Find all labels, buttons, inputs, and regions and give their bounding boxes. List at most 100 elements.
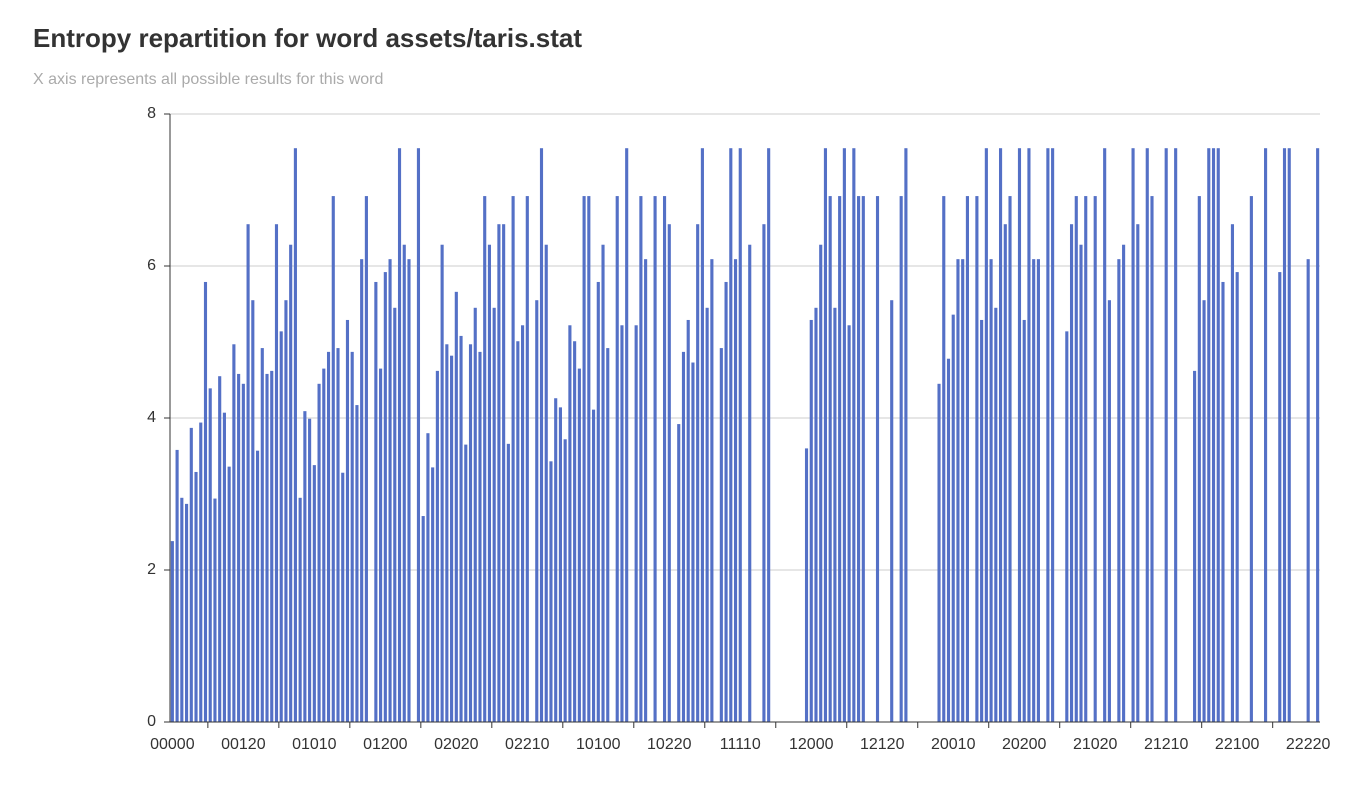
- bar: [686, 319, 690, 722]
- bar: [241, 383, 245, 722]
- x-tick-label: 12120: [860, 736, 905, 753]
- bar: [1249, 196, 1253, 722]
- bar: [582, 196, 586, 722]
- bar: [293, 148, 297, 722]
- bar: [639, 196, 643, 722]
- bar: [984, 148, 988, 722]
- bar: [1051, 148, 1055, 722]
- bar: [719, 348, 723, 722]
- bar: [459, 335, 463, 722]
- chart-title: Entropy repartition for word assets/tari…: [33, 23, 582, 53]
- bar: [1174, 148, 1178, 722]
- bar: [975, 196, 979, 722]
- bar: [980, 319, 984, 722]
- bar: [994, 307, 998, 722]
- bar: [416, 148, 421, 722]
- bar: [525, 196, 529, 722]
- bar: [379, 368, 383, 722]
- bar: [1164, 148, 1168, 722]
- y-tick-label: 8: [147, 105, 156, 122]
- bar: [1008, 196, 1012, 722]
- bar: [875, 196, 880, 722]
- bar: [1032, 259, 1036, 722]
- bar: [942, 196, 946, 722]
- bar: [620, 325, 624, 722]
- y-tick-label: 2: [147, 561, 156, 578]
- bar: [587, 196, 591, 722]
- bar: [270, 370, 274, 722]
- bar: [450, 355, 454, 722]
- bar: [662, 196, 667, 722]
- bar: [653, 196, 657, 722]
- bar: [431, 467, 435, 722]
- x-tick-label: 02020: [434, 736, 479, 753]
- bar: [222, 412, 226, 722]
- bar: [890, 300, 894, 722]
- bar: [1084, 196, 1088, 722]
- y-tick-label: 6: [147, 257, 156, 274]
- bar: [823, 148, 828, 722]
- bar: [705, 307, 709, 722]
- bar: [1117, 259, 1121, 722]
- bar: [814, 307, 818, 722]
- bar: [965, 196, 969, 722]
- bar: [738, 148, 742, 722]
- bar: [847, 325, 851, 722]
- bar: [440, 244, 444, 722]
- bar: [809, 319, 813, 722]
- bar: [1069, 224, 1074, 722]
- bar: [260, 348, 264, 722]
- x-tick-label: 10220: [647, 736, 692, 753]
- bar: [1216, 148, 1220, 722]
- bar: [861, 196, 865, 722]
- bar: [644, 259, 648, 722]
- bar: [185, 503, 189, 722]
- bar: [464, 444, 468, 722]
- bar: [1150, 196, 1154, 722]
- chart-subtitle: X axis represents all possible results f…: [33, 71, 383, 88]
- bar: [842, 148, 846, 722]
- x-tick-label: 00000: [150, 736, 195, 753]
- bar: [1122, 244, 1126, 722]
- x-tick-label: 00120: [221, 736, 266, 753]
- bar: [303, 411, 307, 722]
- bar: [189, 427, 193, 722]
- bar: [937, 383, 941, 722]
- bar: [516, 341, 520, 722]
- bar: [492, 307, 496, 722]
- bar: [279, 331, 283, 722]
- bar: [615, 196, 619, 722]
- x-tick-label: 20010: [931, 736, 976, 753]
- x-tick-label: 21020: [1073, 736, 1118, 753]
- bar: [1145, 148, 1149, 722]
- bar: [549, 461, 553, 722]
- bar: [227, 466, 231, 722]
- bar: [199, 422, 203, 722]
- bar: [402, 244, 406, 722]
- bar: [194, 471, 198, 722]
- bar: [1264, 148, 1268, 722]
- bar: [336, 348, 340, 722]
- bar: [1211, 148, 1216, 722]
- bar: [748, 244, 752, 722]
- bar: [691, 362, 695, 722]
- bar: [838, 196, 842, 722]
- bar: [468, 344, 473, 722]
- bar: [554, 398, 558, 722]
- bar: [762, 224, 766, 722]
- bar: [298, 497, 302, 722]
- x-tick-label: 11110: [720, 736, 761, 753]
- bar: [388, 259, 392, 722]
- bar: [322, 368, 326, 722]
- bar: [511, 196, 515, 722]
- bar: [345, 319, 350, 722]
- bar: [539, 148, 544, 722]
- bar: [1202, 300, 1206, 722]
- bar: [625, 148, 629, 722]
- bar: [998, 148, 1003, 722]
- bar: [558, 407, 562, 722]
- bar: [634, 325, 638, 722]
- bar: [483, 196, 487, 722]
